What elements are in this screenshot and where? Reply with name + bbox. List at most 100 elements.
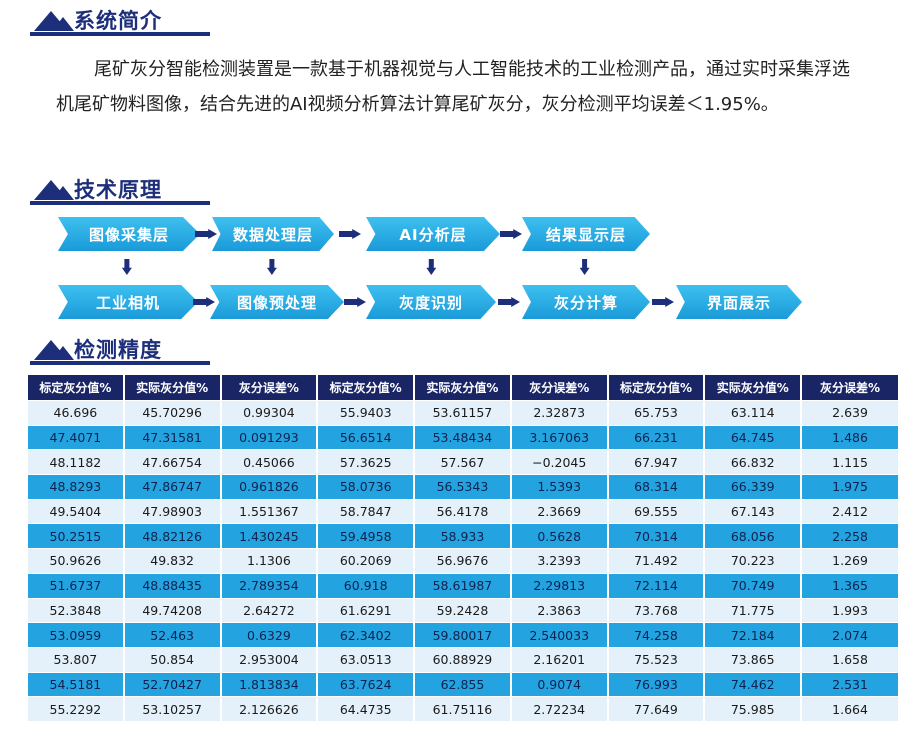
table-cell: 59.80017 — [413, 622, 511, 648]
table-cell: 1.993 — [800, 597, 898, 623]
flow-arrow — [652, 297, 674, 307]
down-arrow — [266, 259, 277, 275]
table-cell: 1.664 — [800, 696, 898, 721]
table-cell: 3.2393 — [509, 548, 608, 574]
table-cell: 47.98903 — [122, 498, 221, 524]
table-cell: 49.74208 — [122, 597, 221, 623]
table-cell: 0.961826 — [219, 474, 318, 500]
section-heading: 检测精度 — [30, 334, 210, 365]
table-cell: 76.993 — [606, 671, 705, 697]
table-row: 54.5181 52.70427 1.813834 63.7624 62.855 0.90… — [26, 671, 898, 697]
table-cell: 67.143 — [703, 498, 802, 524]
table-cell: 65.753 — [606, 400, 705, 426]
table-cell: 62.855 — [413, 671, 511, 697]
table-cell: 58.7847 — [316, 498, 415, 524]
table-cell: 59.4958 — [316, 523, 415, 549]
column-header: 实际灰分值% — [413, 375, 511, 401]
table-cell: 2.258 — [800, 523, 898, 549]
table-cell: 72.114 — [606, 572, 705, 598]
column-header: 标定灰分值% — [606, 375, 705, 401]
table-cell: 48.82126 — [122, 523, 221, 549]
table-cell: 59.2428 — [413, 597, 511, 623]
table-cell: 52.463 — [122, 622, 221, 648]
table-cell: 70.749 — [703, 572, 802, 598]
table-cell: 60.88929 — [413, 646, 511, 673]
table-cell: 1.975 — [800, 474, 898, 500]
table-cell: 48.8293 — [26, 474, 124, 500]
table-cell: 63.114 — [703, 400, 802, 426]
table-cell: 57.567 — [413, 449, 511, 475]
table-cell: 49.5404 — [26, 498, 124, 524]
table-row: 49.5404 47.98903 1.551367 58.7847 56.4178 2.3… — [26, 498, 898, 524]
table-cell: 61.75116 — [413, 696, 511, 721]
down-arrow — [426, 259, 437, 275]
down-arrow — [121, 259, 132, 275]
table-cell: 46.696 — [26, 400, 124, 426]
flow-arrow — [193, 297, 215, 307]
table-cell: 64.745 — [703, 424, 802, 450]
table-cell: 50.2515 — [26, 523, 124, 549]
table-cell: 2.789354 — [219, 572, 318, 598]
table-cell: 52.3848 — [26, 597, 124, 623]
table-cell: 54.5181 — [26, 671, 124, 697]
table-row: 50.2515 48.82126 1.430245 59.4958 58.933 0.56… — [26, 523, 898, 549]
table-cell: 70.314 — [606, 523, 705, 549]
table-cell: 1.486 — [800, 424, 898, 450]
table-cell: 61.6291 — [316, 597, 415, 623]
column-header: 灰分误差% — [219, 375, 318, 401]
table-row: 46.696 45.70296 0.99304 55.9403 53.61157 2.32… — [26, 400, 898, 426]
table-row: 51.6737 48.88435 2.789354 60.918 58.61987 2.2… — [26, 572, 898, 598]
section-heading: 技术原理 — [30, 174, 210, 205]
flow-box: 图像预处理 — [210, 285, 344, 319]
flow-arrow — [339, 229, 361, 239]
table-cell: 1.813834 — [219, 671, 318, 697]
table-cell: 58.61987 — [413, 572, 511, 598]
table-row: 52.3848 49.74208 2.64272 61.6291 59.2428 2.38… — [26, 597, 898, 623]
table-cell: 70.223 — [703, 548, 802, 574]
down-arrow — [579, 259, 590, 275]
table-cell: 74.462 — [703, 671, 802, 697]
flow-arrow — [344, 297, 366, 307]
table-cell: 2.412 — [800, 498, 898, 524]
table-cell: 53.48434 — [413, 424, 511, 450]
table-cell: 66.339 — [703, 474, 802, 500]
table-cell: 60.918 — [316, 572, 415, 598]
table-cell: 0.45066 — [219, 449, 318, 475]
table-cell: 56.9676 — [413, 548, 511, 574]
table-cell: 1.365 — [800, 572, 898, 598]
table-cell: 47.31581 — [122, 424, 221, 450]
table-cell: 47.66754 — [122, 449, 221, 475]
flow-box: 工业相机 — [58, 285, 198, 319]
table-cell: 73.865 — [703, 646, 802, 673]
column-header: 标定灰分值% — [26, 375, 124, 401]
table-cell: 2.29813 — [509, 572, 608, 598]
column-header: 实际灰分值% — [703, 375, 802, 401]
table-cell: 66.832 — [703, 449, 802, 475]
table-cell: 68.056 — [703, 523, 802, 549]
heading-text: 技术原理 — [74, 178, 162, 202]
table-cell: 50.854 — [122, 646, 221, 673]
flow-box: 灰度识别 — [366, 285, 496, 319]
table-cell: 2.72234 — [509, 696, 608, 721]
table-cell: 2.16201 — [509, 646, 608, 673]
table-cell: 1.115 — [800, 449, 898, 475]
table-cell: 1.658 — [800, 646, 898, 673]
table-cell: 60.2069 — [316, 548, 415, 574]
table-cell: 2.074 — [800, 622, 898, 648]
table-cell: 50.9626 — [26, 548, 124, 574]
flow-box: 图像采集层 — [58, 217, 200, 251]
table-cell: 0.6329 — [219, 622, 318, 648]
table-cell: 74.258 — [606, 622, 705, 648]
table-cell: −0.2045 — [509, 449, 608, 475]
table-cell: 66.231 — [606, 424, 705, 450]
table-cell: 48.88435 — [122, 572, 221, 598]
table-cell: 51.6737 — [26, 572, 124, 598]
table-cell: 53.10257 — [122, 696, 221, 721]
table-cell: 55.2292 — [26, 696, 124, 721]
heading-text: 检测精度 — [74, 338, 162, 362]
table-cell: 67.947 — [606, 449, 705, 475]
flow-box: 结果显示层 — [522, 217, 650, 251]
table-cell: 2.3863 — [509, 597, 608, 623]
flow-box: AI分析层 — [366, 217, 500, 251]
